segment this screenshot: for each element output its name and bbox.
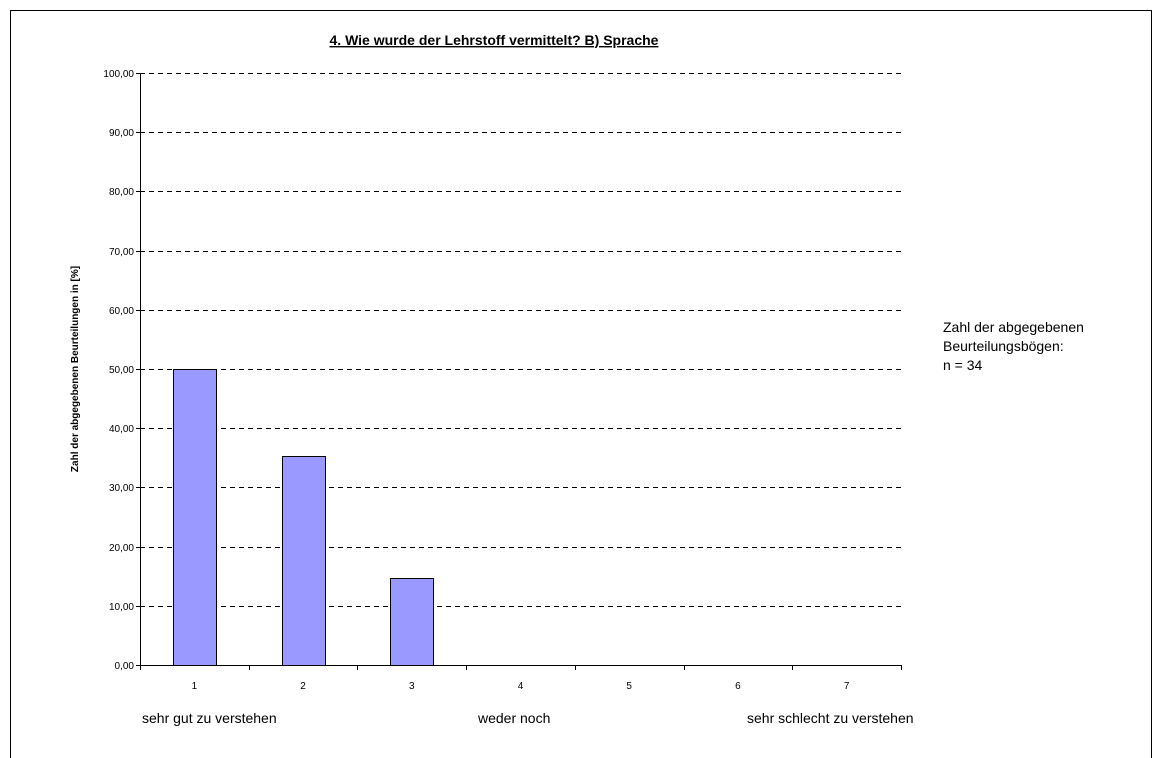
x-tick-label: 6 bbox=[735, 681, 741, 692]
gridlines bbox=[140, 73, 901, 607]
axes bbox=[136, 73, 902, 670]
y-tick-label: 40,00 bbox=[109, 424, 134, 435]
y-tick-label: 10,00 bbox=[109, 602, 134, 613]
y-tick-label: 30,00 bbox=[109, 483, 134, 494]
bar bbox=[390, 578, 434, 666]
bars bbox=[173, 369, 434, 666]
y-tick-labels: 0,00 10,00 20,00 30,00 40,00 50,00 60,00 70,00 8… bbox=[103, 69, 134, 672]
y-tick-label: 70,00 bbox=[109, 247, 134, 258]
x-tick-label: 4 bbox=[518, 681, 524, 692]
note-line-3: n = 34 bbox=[943, 357, 983, 373]
y-tick-label: 20,00 bbox=[109, 543, 134, 554]
y-tick-label: 50,00 bbox=[109, 365, 134, 376]
chart-area-border bbox=[10, 10, 1152, 758]
scale-label-left: sehr gut zu verstehen bbox=[142, 710, 277, 726]
y-tick-label: 100,00 bbox=[103, 69, 134, 80]
scale-label-right: sehr schlecht zu verstehen bbox=[747, 710, 914, 726]
x-tick-labels: 1 2 3 4 5 6 7 bbox=[192, 681, 850, 692]
y-tick-label: 90,00 bbox=[109, 128, 134, 139]
bar bbox=[173, 369, 217, 666]
x-tick-label: 2 bbox=[300, 681, 306, 692]
note-line-2: Beurteilungsbögen: bbox=[943, 338, 1064, 354]
y-tick-label: 80,00 bbox=[109, 187, 134, 198]
x-tick-label: 7 bbox=[844, 681, 850, 692]
y-axis-label: Zahl der abgegebenen Beurteilungen in [%… bbox=[70, 266, 81, 472]
x-tick-label: 5 bbox=[626, 681, 632, 692]
x-tick-label: 1 bbox=[192, 681, 198, 692]
y-tick-label: 60,00 bbox=[109, 306, 134, 317]
scale-label-middle: weder noch bbox=[477, 710, 550, 726]
x-tick-label: 3 bbox=[409, 681, 415, 692]
chart-title: 4. Wie wurde der Lehrstoff vermittelt? B… bbox=[330, 32, 659, 48]
y-tick-label: 0,00 bbox=[115, 661, 135, 672]
bar bbox=[282, 456, 326, 666]
note-line-1: Zahl der abgegebenen bbox=[943, 319, 1084, 335]
